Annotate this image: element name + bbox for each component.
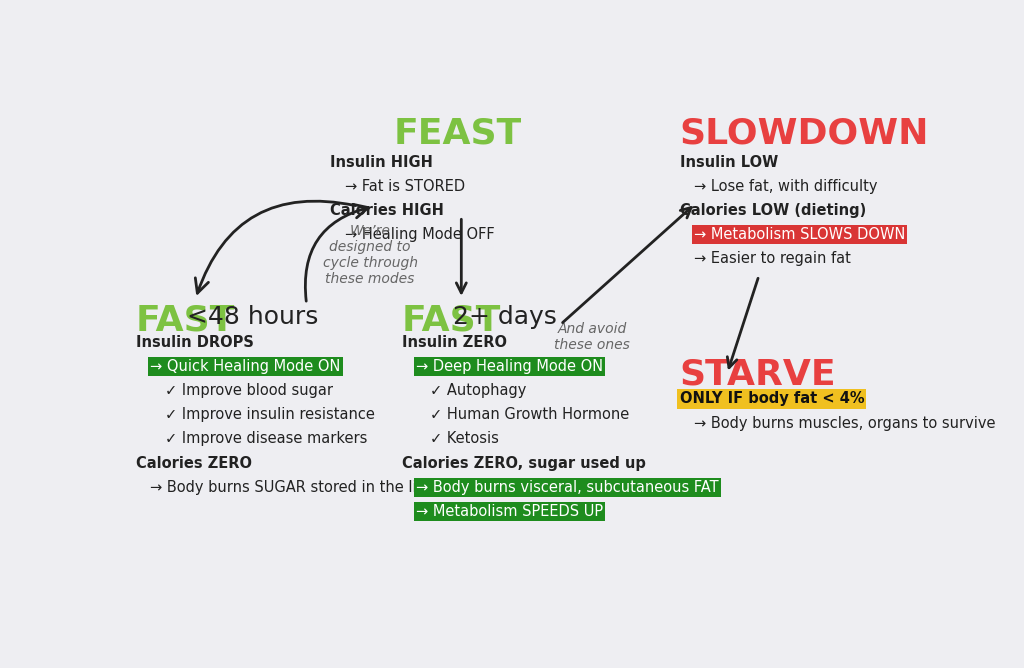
Text: Insulin DROPS: Insulin DROPS	[136, 335, 254, 350]
Text: → Body burns SUGAR stored in the liver: → Body burns SUGAR stored in the liver	[151, 480, 440, 495]
Text: → Fat is STORED: → Fat is STORED	[345, 179, 465, 194]
Text: → Lose fat, with difficulty: → Lose fat, with difficulty	[694, 179, 878, 194]
Text: STARVE: STARVE	[680, 358, 837, 392]
Text: Calories LOW (dieting): Calories LOW (dieting)	[680, 203, 866, 218]
Text: → Body burns visceral, subcutaneous FAT: → Body burns visceral, subcutaneous FAT	[416, 480, 719, 495]
Text: FAST: FAST	[401, 304, 501, 338]
Text: Calories HIGH: Calories HIGH	[331, 203, 444, 218]
Text: → Healing Mode OFF: → Healing Mode OFF	[345, 227, 495, 242]
Text: → Metabolism SPEEDS UP: → Metabolism SPEEDS UP	[416, 504, 603, 519]
Text: → Body burns muscles, organs to survive: → Body burns muscles, organs to survive	[694, 415, 995, 430]
Text: ✓ Ketosis: ✓ Ketosis	[430, 432, 500, 446]
Text: ✓ Autophagy: ✓ Autophagy	[430, 383, 526, 398]
Text: → Metabolism SLOWS DOWN: → Metabolism SLOWS DOWN	[694, 227, 905, 242]
Text: We’re
designed to
cycle through
these modes: We’re designed to cycle through these mo…	[323, 224, 418, 287]
Text: → Easier to regain fat: → Easier to regain fat	[694, 251, 851, 267]
Text: <48 hours: <48 hours	[179, 305, 318, 329]
Text: FAST: FAST	[136, 304, 236, 338]
Text: ✓ Improve insulin resistance: ✓ Improve insulin resistance	[165, 407, 375, 422]
Text: 2+ days: 2+ days	[444, 305, 556, 329]
Text: Insulin LOW: Insulin LOW	[680, 155, 778, 170]
Text: FEAST: FEAST	[394, 116, 522, 150]
Text: Insulin ZERO: Insulin ZERO	[401, 335, 507, 350]
Text: Insulin HIGH: Insulin HIGH	[331, 155, 433, 170]
Text: ✓ Improve disease markers: ✓ Improve disease markers	[165, 432, 367, 446]
Text: Calories ZERO, sugar used up: Calories ZERO, sugar used up	[401, 456, 646, 471]
FancyArrowPatch shape	[196, 201, 355, 293]
Text: Calories ZERO: Calories ZERO	[136, 456, 252, 471]
Text: SLOWDOWN: SLOWDOWN	[680, 116, 929, 150]
Text: → Quick Healing Mode ON: → Quick Healing Mode ON	[151, 359, 341, 374]
Text: ✓ Human Growth Hormone: ✓ Human Growth Hormone	[430, 407, 630, 422]
Text: ONLY IF body fat < 4%: ONLY IF body fat < 4%	[680, 391, 864, 406]
Text: ✓ Improve blood sugar: ✓ Improve blood sugar	[165, 383, 333, 398]
FancyArrowPatch shape	[305, 204, 369, 301]
Text: And avoid
these ones: And avoid these ones	[554, 322, 630, 353]
Text: → Deep Healing Mode ON: → Deep Healing Mode ON	[416, 359, 603, 374]
